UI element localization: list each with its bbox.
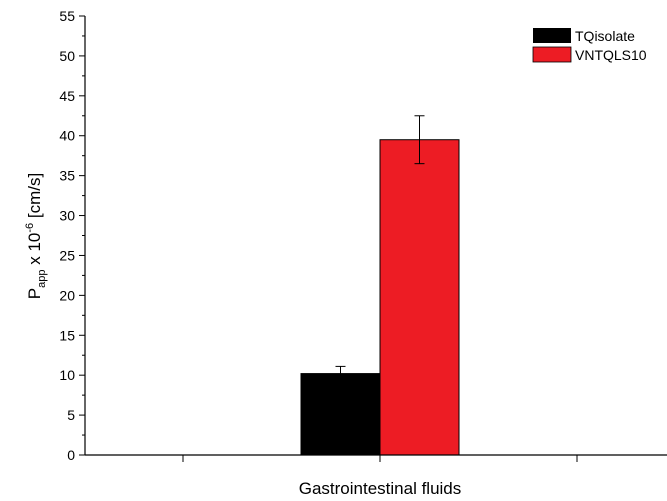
y-tick-label: 55 xyxy=(59,8,75,24)
legend-label-vntqls10: VNTQLS10 xyxy=(575,47,647,63)
y-axis-ticks: 0 5 10 15 20 25 30 35 40 45 50 55 xyxy=(59,8,85,463)
y-tick-label: 25 xyxy=(59,247,75,263)
legend-swatch-vntqls10 xyxy=(532,46,572,63)
x-axis-label: Gastrointestinal fluids xyxy=(299,479,462,498)
y-tick-label: 15 xyxy=(59,327,75,343)
y-axis-label-subscript: app xyxy=(36,270,48,288)
legend-label-tqisolate: TQisolate xyxy=(575,28,635,44)
y-axis-label-main: P xyxy=(25,288,44,299)
legend: TQisolate VNTQLS10 xyxy=(532,28,647,63)
y-tick-label: 5 xyxy=(67,407,75,423)
legend-swatch-tqisolate xyxy=(533,28,571,43)
y-tick-label: 40 xyxy=(59,128,75,144)
y-tick-label: 30 xyxy=(59,208,75,224)
y-axis-label-superscript: -6 xyxy=(24,223,36,233)
y-tick-label: 50 xyxy=(59,48,75,64)
y-tick-label: 20 xyxy=(59,287,75,303)
y-axis-label-mid: x 10 xyxy=(25,233,44,270)
y-tick-label: 10 xyxy=(59,367,75,383)
y-tick-label: 0 xyxy=(67,447,75,463)
bar-vntqls10 xyxy=(379,139,460,456)
y-tick-label: 45 xyxy=(59,88,75,104)
y-tick-label: 35 xyxy=(59,168,75,184)
y-axis-label-tail: [cm/s] xyxy=(25,173,44,223)
bar-tqisolate xyxy=(300,373,381,456)
bars xyxy=(300,139,460,456)
y-axis-label: Papp x 10-6 [cm/s] xyxy=(24,173,48,299)
error-bars xyxy=(335,115,425,382)
